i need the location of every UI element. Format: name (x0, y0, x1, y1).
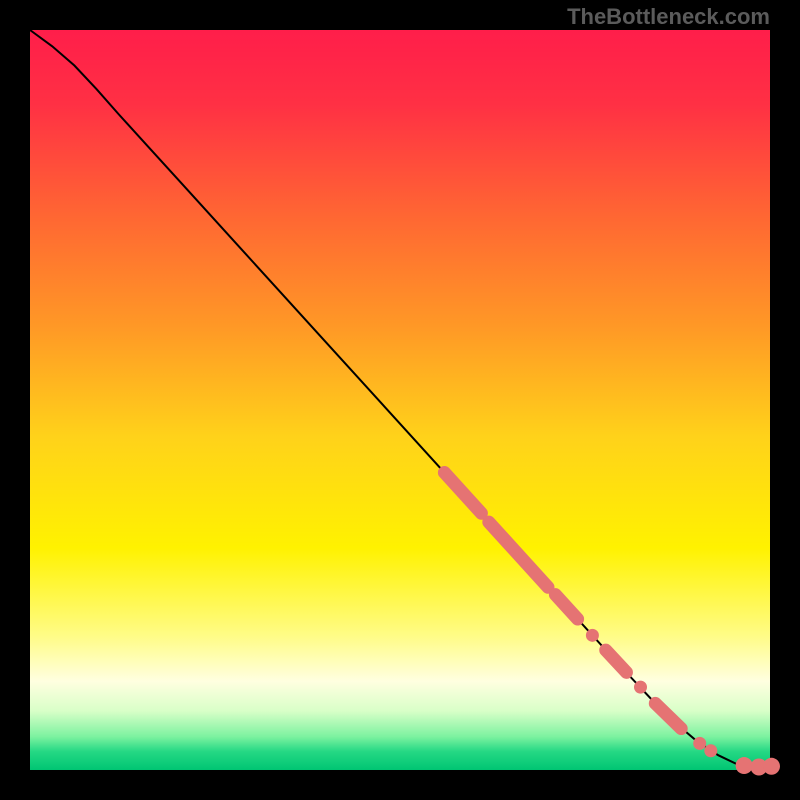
data-marker (693, 737, 706, 750)
data-marker (736, 757, 753, 774)
data-marker (704, 744, 717, 757)
chart-frame: TheBottleneck.com (0, 0, 800, 800)
data-marker (586, 629, 599, 642)
data-marker (634, 681, 647, 694)
bottleneck-chart (0, 0, 800, 800)
plot-background (30, 30, 770, 770)
watermark-text: TheBottleneck.com (567, 4, 770, 30)
data-marker (763, 758, 780, 775)
